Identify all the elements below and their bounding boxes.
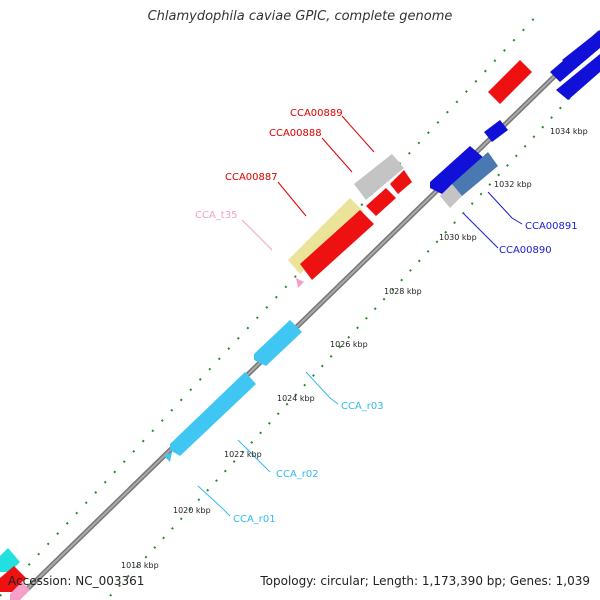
inner-tick-track (109, 75, 591, 597)
gene-cca00887-red[interactable] (300, 210, 374, 280)
leader-cca-r01 (197, 485, 231, 517)
tick-label-1026: 1026 kbp (330, 340, 368, 349)
gene-label-cca00889[interactable]: CCA00889 (290, 108, 343, 119)
leader-cca00890 (463, 213, 499, 249)
gene-label-cca-r02[interactable]: CCA_r02 (276, 469, 319, 480)
gene-pink-fragment[interactable] (10, 582, 30, 600)
gene-label-cca-r01[interactable]: CCA_r01 (233, 514, 276, 525)
gene-cca00888[interactable] (354, 154, 404, 200)
leader-cca-r03 (305, 371, 339, 405)
genome-title: Chlamydophila caviae GPIC, complete geno… (147, 9, 453, 24)
gene-label-cca00890[interactable]: CCA00890 (499, 245, 552, 256)
outer-tick-track (0, 11, 541, 597)
leader-cca00891 (487, 191, 523, 225)
accession-text: Accession: NC_003361 (8, 574, 145, 588)
gene-label-cca-r03[interactable]: CCA_r03 (341, 401, 384, 412)
tick-label-1030: 1030 kbp (439, 233, 477, 242)
gene-label-cca-t35[interactable]: CCA_t35 (195, 210, 237, 221)
gene-rrna-marker[interactable] (164, 452, 172, 462)
tick-label-1022: 1022 kbp (224, 450, 262, 459)
leader-cca00888 (321, 137, 353, 173)
tick-label-1028: 1028 kbp (384, 287, 422, 296)
gene-cca00891[interactable] (452, 152, 498, 196)
gene-red-top[interactable] (488, 60, 532, 104)
leader-cca00887 (277, 181, 307, 217)
gene-rrna-01[interactable] (170, 372, 256, 456)
tick-label-1024: 1024 kbp (277, 394, 315, 403)
leader-cca00889 (341, 115, 375, 153)
leader-cca-r02 (237, 439, 271, 473)
gene-label-cca00887[interactable]: CCA00887 (225, 172, 278, 183)
leader-cca-t35 (241, 219, 273, 251)
tick-label-1034: 1034 kbp (550, 127, 588, 136)
gene-blue-top-2[interactable] (562, 30, 600, 70)
gene-red-fragment[interactable] (0, 566, 26, 592)
gene-cca00887[interactable] (288, 198, 364, 274)
topology-text: Topology: circular; Length: 1,173,390 bp… (260, 574, 590, 588)
tick-label-1032: 1032 kbp (494, 180, 532, 189)
tick-label-1018: 1018 kbp (121, 561, 159, 570)
gene-cca00888-red[interactable] (366, 188, 396, 216)
gene-trna-marker[interactable] (296, 278, 304, 288)
gene-label-cca00888[interactable]: CCA00888 (269, 128, 322, 139)
gene-cca00889[interactable] (390, 170, 412, 194)
gene-rrna-03[interactable] (254, 320, 302, 366)
gene-blue-top-1[interactable] (550, 60, 574, 82)
gene-cca00890[interactable] (440, 184, 462, 208)
gene-cyan-fragment[interactable] (0, 548, 20, 572)
gene-blue-reverse-2[interactable] (484, 120, 508, 142)
gene-label-cca00891[interactable]: CCA00891 (525, 221, 578, 232)
tick-label-1020: 1020 kbp (173, 506, 211, 515)
gene-blue-top-3[interactable] (556, 54, 600, 100)
gene-blue-reverse-1[interactable] (430, 146, 484, 194)
